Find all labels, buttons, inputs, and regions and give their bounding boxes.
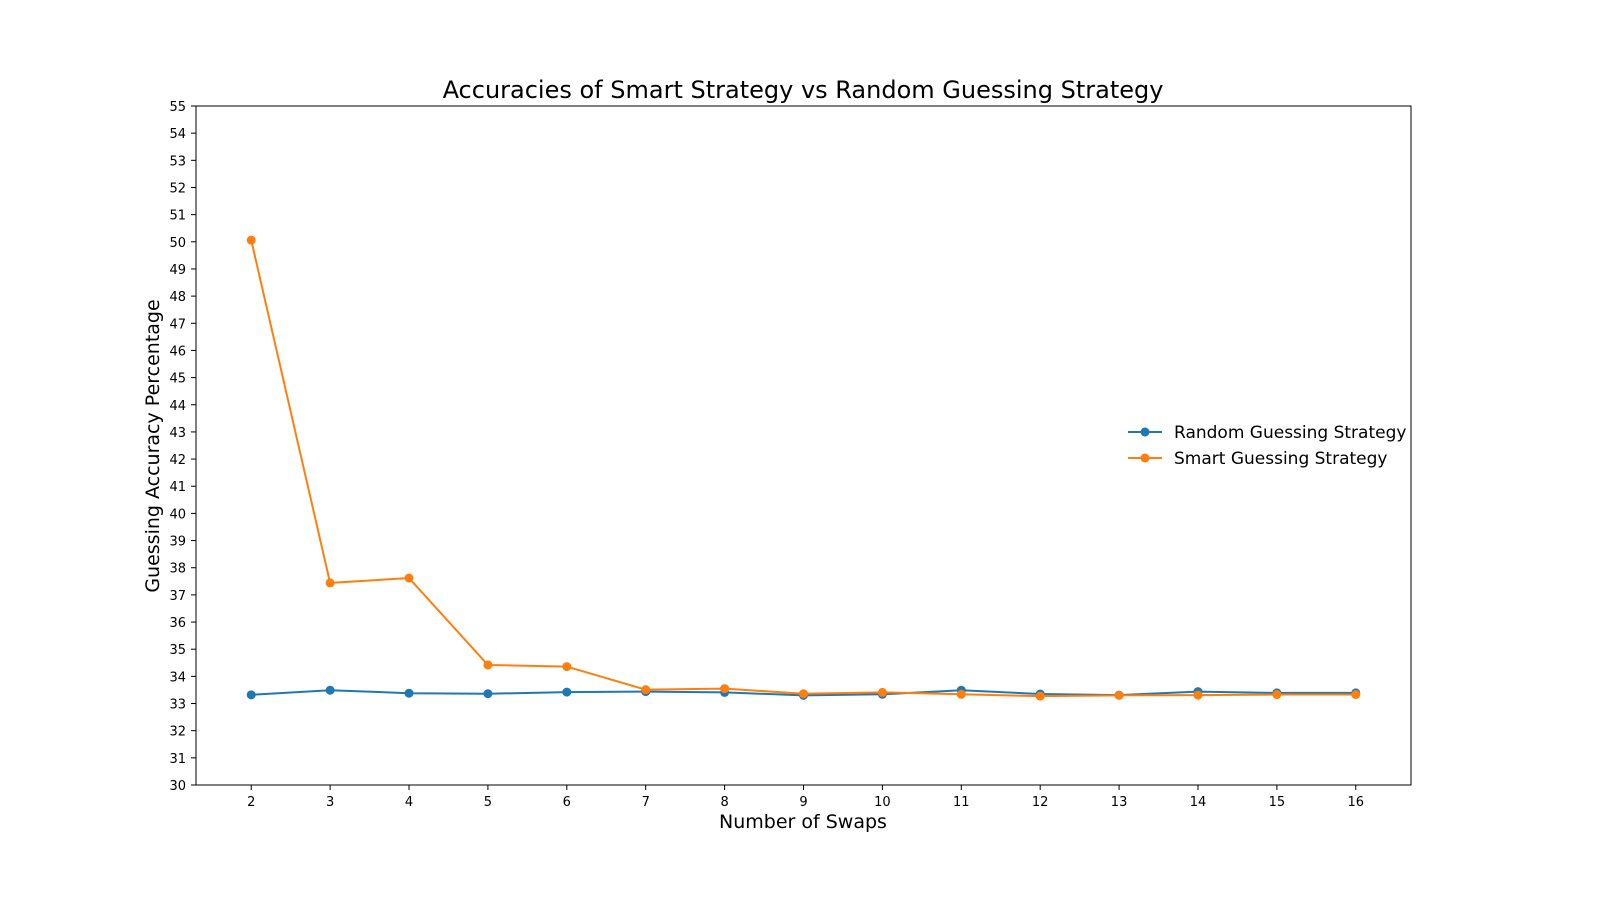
legend-label: Random Guessing Strategy xyxy=(1174,423,1406,443)
data-point xyxy=(1114,690,1124,700)
x-axis-label: Number of Swaps xyxy=(719,811,887,833)
y-tick-label: 38 xyxy=(169,562,186,577)
data-point xyxy=(956,689,966,699)
data-point xyxy=(1035,691,1045,701)
x-tick-label: 11 xyxy=(953,795,970,810)
legend: Random Guessing Strategy Smart Guessing S… xyxy=(1128,423,1406,469)
x-tick-label: 4 xyxy=(405,795,413,810)
y-tick-label: 55 xyxy=(169,100,186,115)
y-tick-label: 52 xyxy=(169,181,186,196)
legend-label: Smart Guessing Strategy xyxy=(1174,449,1387,469)
y-tick-label: 49 xyxy=(169,263,186,278)
data-point xyxy=(483,660,493,670)
data-point xyxy=(404,688,414,698)
x-tick-label: 8 xyxy=(720,795,728,810)
y-tick-label: 33 xyxy=(169,698,186,713)
data-point xyxy=(246,235,256,245)
x-tick-label: 9 xyxy=(799,795,807,810)
data-point xyxy=(1351,690,1361,700)
x-axis: 2 3 4 5 6 7 8 9 10 11 12 13 14 15 16 xyxy=(247,785,1364,810)
y-tick-label: 50 xyxy=(169,236,186,251)
data-point xyxy=(720,684,730,694)
x-tick-label: 12 xyxy=(1032,795,1049,810)
y-tick-label: 41 xyxy=(169,480,186,495)
y-axis-label: Guessing Accuracy Percentage xyxy=(142,299,164,592)
x-tick-label: 10 xyxy=(874,795,891,810)
x-tick-label: 2 xyxy=(247,795,255,810)
x-tick-label: 7 xyxy=(642,795,650,810)
y-tick-label: 31 xyxy=(169,752,186,767)
data-point xyxy=(799,689,808,699)
data-point xyxy=(1193,690,1203,700)
y-tick-label: 37 xyxy=(169,589,186,604)
y-tick-label: 35 xyxy=(169,643,186,658)
x-tick-label: 5 xyxy=(484,795,492,810)
plot-area xyxy=(195,105,1412,786)
data-point xyxy=(483,689,493,699)
legend-marker xyxy=(1140,453,1150,463)
series-1 xyxy=(246,235,1361,701)
y-tick-label: 54 xyxy=(169,127,186,142)
data-point xyxy=(325,578,335,588)
x-tick-label: 6 xyxy=(563,795,571,810)
y-tick-label: 48 xyxy=(169,290,186,305)
data-point xyxy=(877,687,887,697)
y-tick-label: 44 xyxy=(169,399,186,414)
y-tick-label: 47 xyxy=(169,317,186,332)
x-tick-label: 14 xyxy=(1190,795,1207,810)
y-tick-label: 39 xyxy=(169,535,186,550)
y-tick-label: 45 xyxy=(169,372,186,387)
y-tick-label: 40 xyxy=(169,507,186,522)
data-point xyxy=(562,662,572,672)
x-tick-label: 16 xyxy=(1347,795,1364,810)
y-axis: 30 31 32 33 34 35 36 37 38 39 40 41 42 43 44 45 46 47 48 49… xyxy=(169,100,196,794)
y-tick-label: 34 xyxy=(169,670,186,685)
data-point xyxy=(325,685,335,695)
y-tick-label: 30 xyxy=(169,779,186,794)
data-point xyxy=(641,685,651,695)
series-layer xyxy=(246,235,1361,701)
y-tick-label: 32 xyxy=(169,725,186,740)
data-point xyxy=(562,687,572,697)
y-tick-label: 42 xyxy=(169,453,186,468)
x-tick-label: 3 xyxy=(326,795,334,810)
y-tick-label: 51 xyxy=(169,209,186,224)
y-tick-label: 53 xyxy=(169,154,186,169)
y-tick-label: 36 xyxy=(169,616,186,631)
chart-title: Accuracies of Smart Strategy vs Random G… xyxy=(443,76,1164,104)
y-tick-label: 43 xyxy=(169,426,186,441)
data-point xyxy=(1272,690,1282,700)
y-tick-label: 46 xyxy=(169,344,186,359)
x-tick-label: 15 xyxy=(1269,795,1286,810)
data-point xyxy=(246,690,256,700)
data-point xyxy=(404,573,414,583)
legend-marker xyxy=(1140,427,1150,437)
x-tick-label: 13 xyxy=(1111,795,1128,810)
